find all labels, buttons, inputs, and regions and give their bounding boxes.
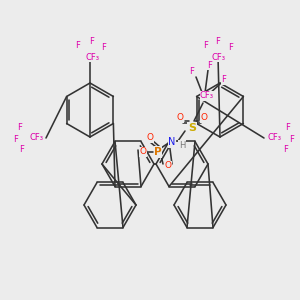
- Text: F: F: [102, 44, 106, 52]
- Text: F: F: [222, 76, 226, 85]
- Text: F: F: [20, 146, 24, 154]
- Text: F: F: [14, 136, 18, 145]
- Text: O: O: [176, 113, 184, 122]
- Text: F: F: [216, 38, 220, 46]
- Text: O: O: [140, 148, 146, 157]
- Text: N: N: [168, 137, 176, 147]
- Text: F: F: [286, 124, 290, 133]
- Text: F: F: [18, 124, 22, 133]
- Text: CF₃: CF₃: [29, 134, 43, 142]
- Text: S: S: [188, 123, 196, 133]
- Text: O: O: [146, 134, 154, 142]
- Text: CF₃: CF₃: [200, 92, 214, 100]
- Text: H: H: [179, 140, 185, 149]
- Text: CF₃: CF₃: [211, 52, 225, 62]
- Text: O: O: [164, 161, 172, 170]
- Text: O: O: [200, 113, 208, 122]
- Text: F: F: [90, 38, 94, 46]
- Text: CF₃: CF₃: [85, 52, 99, 62]
- Text: F: F: [290, 136, 294, 145]
- Text: F: F: [76, 41, 80, 50]
- Text: P: P: [154, 147, 162, 157]
- Text: F: F: [208, 61, 212, 70]
- Text: F: F: [284, 146, 288, 154]
- Text: F: F: [204, 41, 208, 50]
- Text: F: F: [229, 44, 233, 52]
- Text: F: F: [190, 68, 194, 76]
- Text: CF₃: CF₃: [267, 134, 281, 142]
